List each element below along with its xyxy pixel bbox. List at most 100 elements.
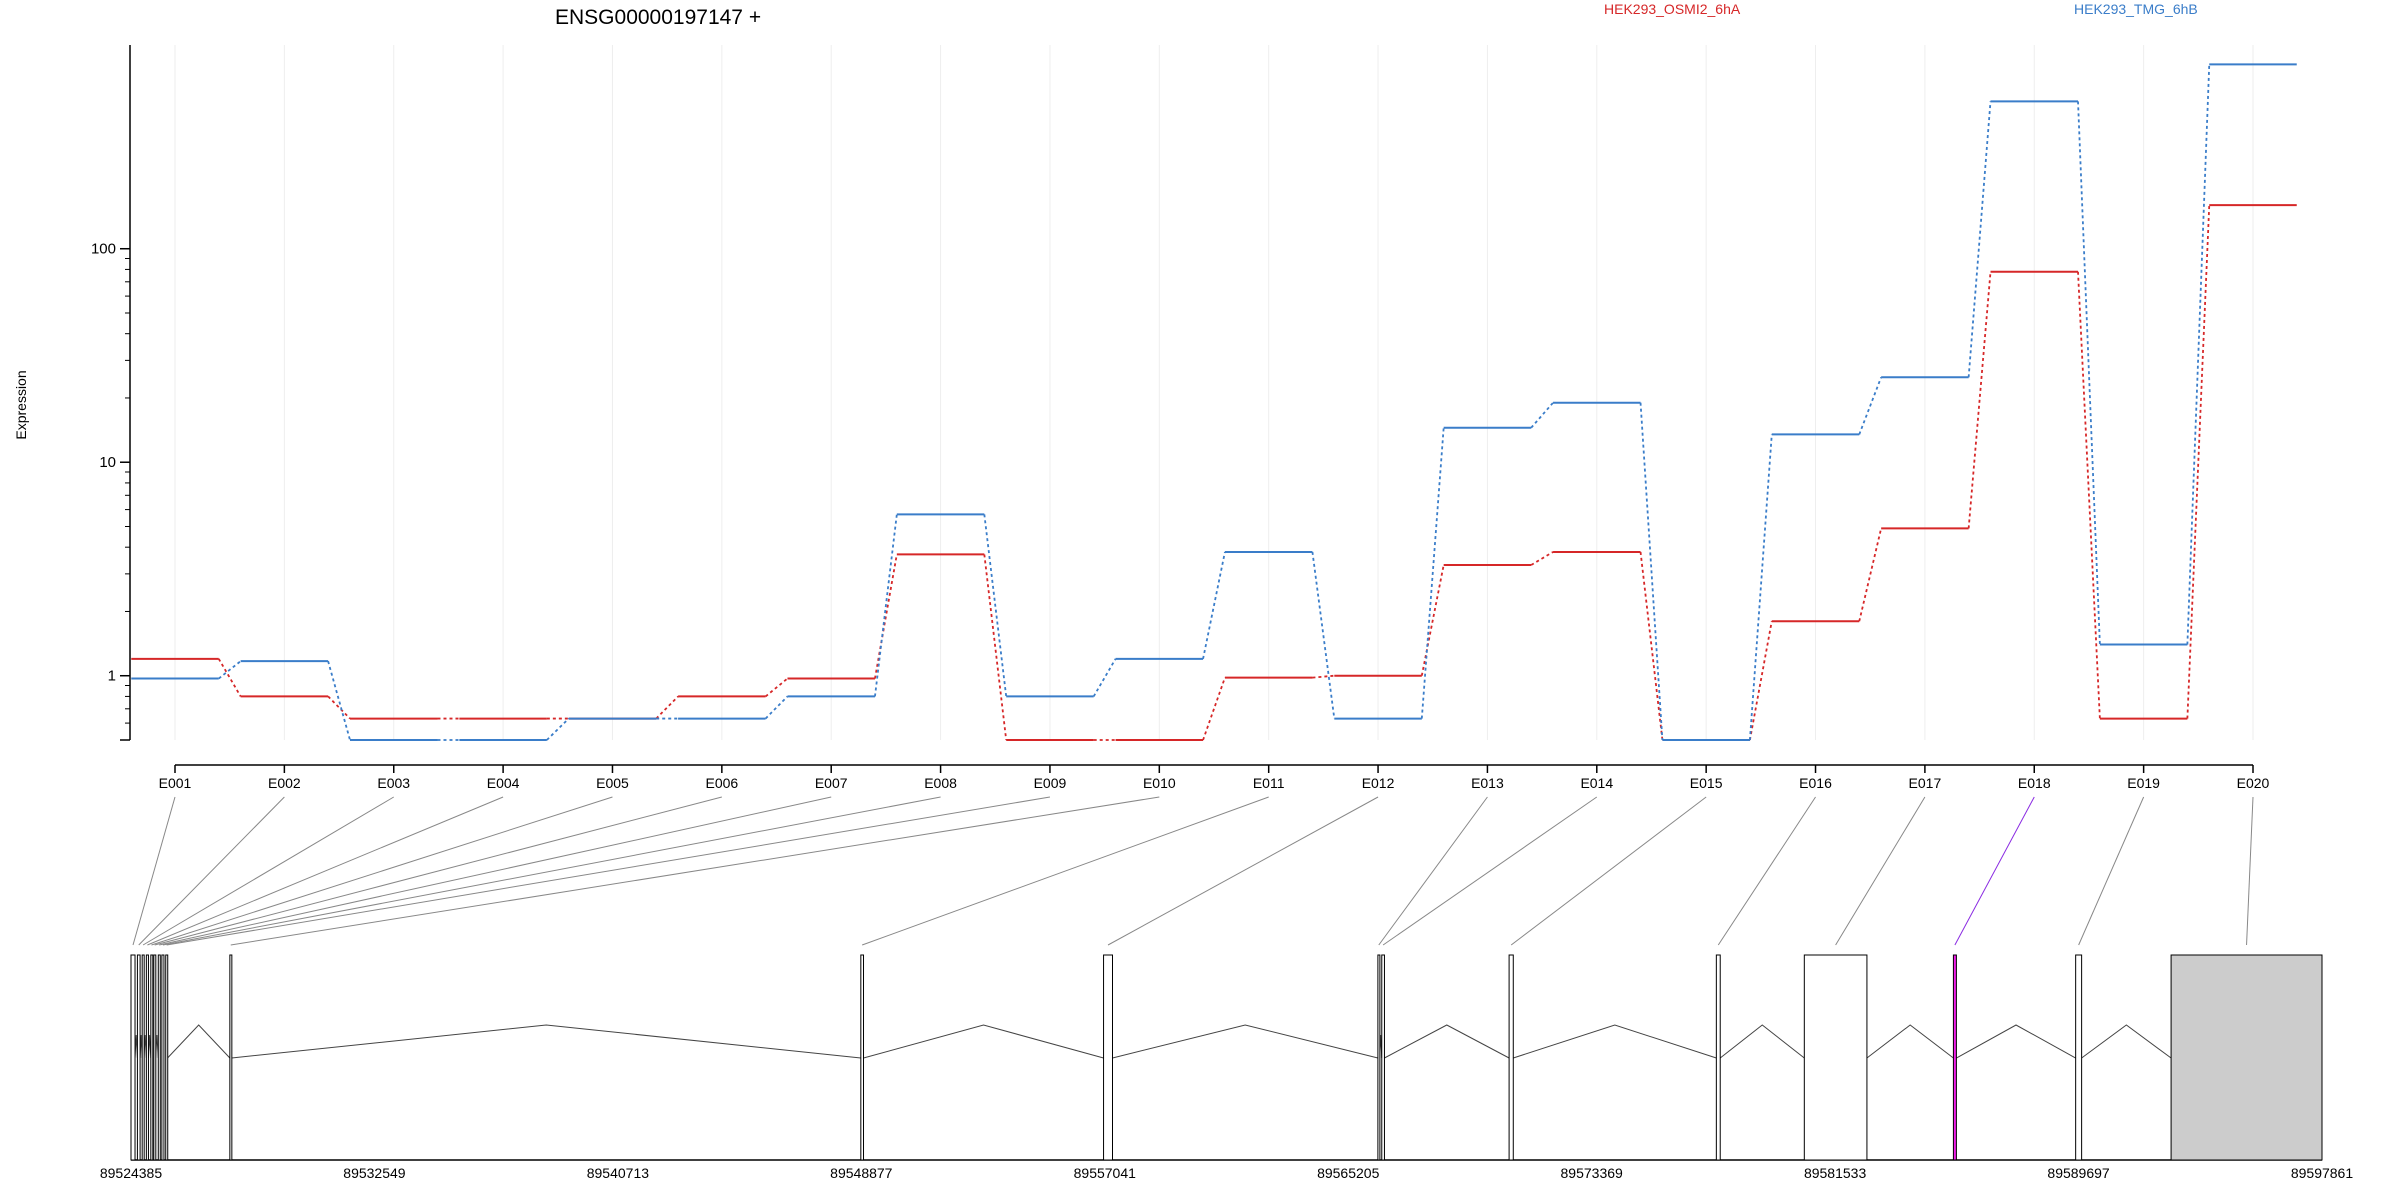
x-tick-label-E018: E018 <box>2018 775 2051 791</box>
connector-E014 <box>1639 402 1664 741</box>
mapping-line-E020 <box>2246 796 2254 946</box>
mapping-line-E009 <box>166 796 1051 946</box>
exon-E009 <box>165 954 169 1161</box>
x-tick-label-E006: E006 <box>705 775 738 791</box>
connector-E001 <box>218 660 242 680</box>
genomic-coordinate-label: 89548877 <box>830 1165 893 1181</box>
x-tick-label-E012: E012 <box>1362 775 1395 791</box>
exon-mapping-lines <box>132 796 2254 946</box>
intron <box>167 1024 231 1059</box>
exon-E018 <box>1952 954 1957 1161</box>
intron <box>1513 1024 1717 1059</box>
mapping-line-E013 <box>1378 796 1488 946</box>
connector-E007 <box>874 554 898 679</box>
x-axis: E001 E002 E003 E004 E005 E006 E007 E008 E009 E010… <box>159 764 2270 791</box>
legend-entry-osmi2: HEK293_OSMI2_6hA <box>1604 1 1741 17</box>
mapping-line-E003 <box>142 796 394 946</box>
connector-E019 <box>2186 205 2211 719</box>
x-tick-label-E004: E004 <box>487 775 520 791</box>
connector-E016 <box>1858 528 1883 622</box>
exon-E014 <box>1381 954 1385 1161</box>
connector-E008 <box>983 514 1008 697</box>
x-tick-label-E017: E017 <box>1909 775 1942 791</box>
mapping-line-E007 <box>159 796 832 946</box>
mapping-line-E005 <box>151 796 613 946</box>
intron <box>1956 1024 2076 1059</box>
mapping-line-E015 <box>1510 796 1707 946</box>
mapping-line-E017 <box>1835 796 1926 946</box>
series-HEK293_TMG_6hB <box>131 63 2297 741</box>
x-tick-label-E001: E001 <box>159 775 192 791</box>
x-tick-label-E019: E019 <box>2127 775 2160 791</box>
exon-E005 <box>150 954 154 1161</box>
connector-E006 <box>765 677 789 698</box>
mapping-line-E014 <box>1382 796 1598 946</box>
mapping-line-E016 <box>1717 796 1816 946</box>
genomic-coordinate-label: 89524385 <box>100 1165 163 1181</box>
mapping-line-E001 <box>132 796 176 946</box>
exon-E017 <box>1803 954 1868 1161</box>
connector-E015 <box>1749 434 1773 741</box>
connector-E011 <box>1312 674 1335 679</box>
genomic-coordinate-label: 89532549 <box>343 1165 406 1181</box>
y-tick-label-10: 10 <box>99 454 116 471</box>
genomic-coordinate-label: 89557041 <box>1074 1165 1137 1181</box>
mapping-line-E010 <box>230 796 1160 946</box>
x-tick-label-E002: E002 <box>268 775 301 791</box>
connector-E002 <box>327 660 351 741</box>
mapping-line-E002 <box>138 796 285 946</box>
x-tick-label-E010: E010 <box>1143 775 1176 791</box>
connector-E017 <box>1967 101 1992 378</box>
x-tick-label-E015: E015 <box>1690 775 1723 791</box>
y-tick-label-100: 100 <box>91 241 116 258</box>
x-tick-label-E011: E011 <box>1253 775 1285 791</box>
grid-lines <box>174 45 2254 740</box>
exon-E002 <box>136 954 141 1161</box>
exon-E007 <box>157 954 161 1161</box>
connector-E013 <box>1530 551 1554 566</box>
exon-E020 <box>2170 954 2323 1161</box>
mapping-line-E011 <box>861 796 1269 946</box>
genomic-coordinate-label: 89573369 <box>1561 1165 1624 1181</box>
intron <box>231 1024 861 1059</box>
mapping-line-E006 <box>154 796 722 946</box>
connector-E019 <box>2186 64 2211 645</box>
genomic-coordinate-label: 89540713 <box>587 1165 650 1181</box>
mapping-line-E018 <box>1954 796 2035 946</box>
connector-E012 <box>1420 427 1445 719</box>
exon-E011 <box>860 954 865 1161</box>
connector-E016 <box>1858 376 1882 435</box>
mapping-line-E008 <box>162 796 941 946</box>
intron <box>2081 1024 2172 1059</box>
connector-E018 <box>2077 101 2101 645</box>
connector-E008 <box>983 554 1008 741</box>
exon-E016 <box>1715 954 1721 1161</box>
exon-E008 <box>161 954 165 1161</box>
connector-E017 <box>1967 271 1992 529</box>
intron <box>863 1024 1104 1059</box>
connector-E018 <box>2077 271 2101 719</box>
exon-E015 <box>1508 954 1514 1161</box>
connector-E007 <box>874 514 898 697</box>
x-tick-label-E009: E009 <box>1034 775 1067 791</box>
series-HEK293_OSMI2_6hA <box>131 204 2297 741</box>
x-tick-label-E008: E008 <box>924 775 957 791</box>
y-axis: 1 10 100 <box>91 45 131 741</box>
exon-E010 <box>229 954 233 1161</box>
exon-E001 <box>130 954 136 1161</box>
x-tick-label-E003: E003 <box>377 775 410 791</box>
mapping-line-E004 <box>147 796 504 946</box>
mapping-line-E019 <box>2078 796 2145 946</box>
connector-E009 <box>1092 658 1117 697</box>
connector-E005 <box>655 695 679 720</box>
genomic-coordinate-label: 89581533 <box>1804 1165 1867 1181</box>
genomic-coordinate-label: 89597861 <box>2291 1165 2354 1181</box>
exon-E004 <box>145 954 149 1161</box>
genomic-coordinate-label: 89565205 <box>1317 1165 1380 1181</box>
exon-E006 <box>153 954 157 1161</box>
y-tick-label-1: 1 <box>108 668 116 685</box>
connector-E014 <box>1639 551 1664 741</box>
legend-entry-tmg: HEK293_TMG_6hB <box>2074 1 2198 17</box>
x-tick-label-E007: E007 <box>815 775 848 791</box>
